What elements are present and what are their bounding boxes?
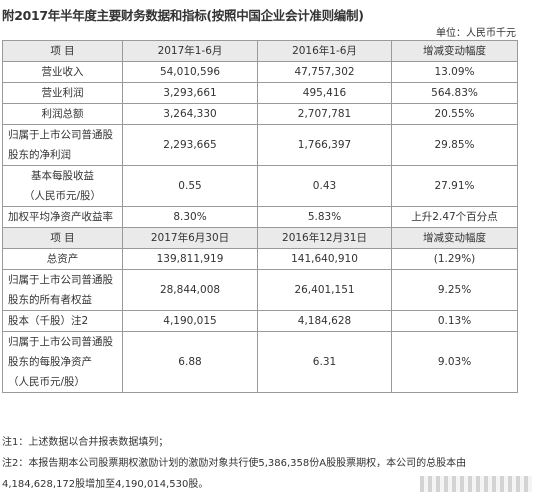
- row-label-line: 股本（千股）注2: [8, 315, 89, 327]
- row-label-line: 加权平均净资产收益率: [8, 211, 113, 223]
- value-cell: 139,811,919: [122, 248, 258, 270]
- value-cell: 2,707,781: [257, 103, 392, 125]
- financial-table-body: 项 目 2017年1-6月 2016年1-6月 增减变动幅度 营业收入 54,010,59…: [2, 40, 518, 393]
- table-row: 归属于上市公司普通股 股东的每股净资产 （人民币元/股） 6.88 6.31 9.03%: [2, 331, 518, 393]
- row-label-line: 利润总额: [41, 108, 84, 120]
- row-label-line: 基本每股收益: [31, 170, 94, 182]
- row-label-line: 归属于上市公司普通股: [8, 129, 113, 141]
- table-row: 归属于上市公司普通股 股东的净利润 2,293,665 1,766,397 29.85%: [2, 124, 518, 166]
- table-row: 总资产 139,811,919 141,640,910 (1.29%): [2, 248, 518, 270]
- header-cell: 项 目: [2, 40, 123, 62]
- row-label-line: 营业收入: [41, 66, 84, 78]
- table-header-row: 项 目 2017年1-6月 2016年1-6月 增减变动幅度: [2, 40, 518, 62]
- value-cell: 141,640,910: [257, 248, 392, 270]
- value-cell: 0.55: [122, 165, 258, 207]
- header-cell: 2017年6月30日: [122, 227, 258, 249]
- row-label-line: 股东的净利润: [8, 149, 71, 161]
- value-cell: 0.13%: [391, 310, 518, 332]
- note-1: 注1：上述数据以合并报表数据填列；: [2, 437, 169, 448]
- value-cell: 29.85%: [391, 124, 518, 166]
- value-cell: 4,190,015: [122, 310, 258, 332]
- table-row: 营业收入 54,010,596 47,757,302 13.09%: [2, 61, 518, 83]
- value-cell: 6.31: [257, 331, 392, 393]
- note-2-continued: 4,184,628,172股增加至4,190,014,530股。: [2, 479, 209, 490]
- header-cell: 增减变动幅度: [391, 227, 518, 249]
- value-cell: 20.55%: [391, 103, 518, 125]
- value-cell: 0.43: [257, 165, 392, 207]
- value-cell: 26,401,151: [257, 269, 392, 311]
- value-cell: 54,010,596: [122, 61, 258, 83]
- header-cell: 2016年1-6月: [257, 40, 392, 62]
- row-label-line: 归属于上市公司普通股: [8, 274, 113, 286]
- header-cell: 增减变动幅度: [391, 40, 518, 62]
- value-cell: 3,264,330: [122, 103, 258, 125]
- row-label: 基本每股收益 （人民币元/股）: [2, 165, 123, 207]
- watermark-blur: [420, 476, 532, 492]
- value-cell: 3,293,661: [122, 82, 258, 104]
- row-label: 总资产: [2, 248, 123, 270]
- header-cell: 项 目: [2, 227, 123, 249]
- row-label-line: 营业利润: [41, 87, 84, 99]
- value-cell: 6.88: [122, 331, 258, 393]
- header-cell: 2017年1-6月: [122, 40, 258, 62]
- value-cell: 9.03%: [391, 331, 518, 393]
- row-label: 归属于上市公司普通股 股东的每股净资产 （人民币元/股）: [2, 331, 123, 393]
- table-header-row: 项 目 2017年6月30日 2016年12月31日 增减变动幅度: [2, 227, 518, 249]
- row-label: 加权平均净资产收益率: [2, 206, 123, 228]
- document-title: 附2017年半年度主要财务数据和指标(按照中国企业会计准则编制): [2, 8, 364, 23]
- value-cell: 13.09%: [391, 61, 518, 83]
- value-cell: 8.30%: [122, 206, 258, 228]
- value-cell: 上升2.47个百分点: [391, 206, 518, 228]
- value-cell: 27.91%: [391, 165, 518, 207]
- row-label-line: （人民币元/股）: [23, 190, 102, 202]
- financial-table: 项 目 2017年1-6月 2016年1-6月 增减变动幅度 营业收入 54,010,59…: [2, 40, 518, 393]
- row-label: 营业收入: [2, 61, 123, 83]
- table-row: 利润总额 3,264,330 2,707,781 20.55%: [2, 103, 518, 125]
- unit-label: 单位：人民币千元: [436, 28, 516, 39]
- value-cell: 1,766,397: [257, 124, 392, 166]
- table-row: 股本（千股）注2 4,190,015 4,184,628 0.13%: [2, 310, 518, 332]
- value-cell: 495,416: [257, 82, 392, 104]
- note-2: 注2：本报告期本公司股票期权激励计划的激励对象共行使5,386,358份A股股票…: [2, 458, 467, 469]
- value-cell: 9.25%: [391, 269, 518, 311]
- value-cell: 4,184,628: [257, 310, 392, 332]
- row-label-line: （人民币元/股）: [8, 376, 86, 388]
- value-cell: 28,844,008: [122, 269, 258, 311]
- row-label: 归属于上市公司普通股 股东的所有者权益: [2, 269, 123, 311]
- row-label-line: 股东的每股净资产: [8, 356, 92, 368]
- value-cell: 5.83%: [257, 206, 392, 228]
- row-label: 利润总额: [2, 103, 123, 125]
- row-label-line: 股东的所有者权益: [8, 294, 92, 306]
- header-cell: 2016年12月31日: [257, 227, 392, 249]
- table-row: 营业利润 3,293,661 495,416 564.83%: [2, 82, 518, 104]
- value-cell: 2,293,665: [122, 124, 258, 166]
- row-label-line: 归属于上市公司普通股: [8, 336, 113, 348]
- row-label: 股本（千股）注2: [2, 310, 123, 332]
- table-row: 归属于上市公司普通股 股东的所有者权益 28,844,008 26,401,151 9.…: [2, 269, 518, 311]
- value-cell: 564.83%: [391, 82, 518, 104]
- row-label: 归属于上市公司普通股 股东的净利润: [2, 124, 123, 166]
- row-label-line: 总资产: [46, 253, 79, 265]
- value-cell: (1.29%): [391, 248, 518, 270]
- notes: 注1：上述数据以合并报表数据填列； 注2：本报告期本公司股票期权激励计划的激励对…: [2, 432, 466, 495]
- table-row: 加权平均净资产收益率 8.30% 5.83% 上升2.47个百分点: [2, 206, 518, 228]
- value-cell: 47,757,302: [257, 61, 392, 83]
- table-row: 基本每股收益 （人民币元/股） 0.55 0.43 27.91%: [2, 165, 518, 207]
- row-label: 营业利润: [2, 82, 123, 104]
